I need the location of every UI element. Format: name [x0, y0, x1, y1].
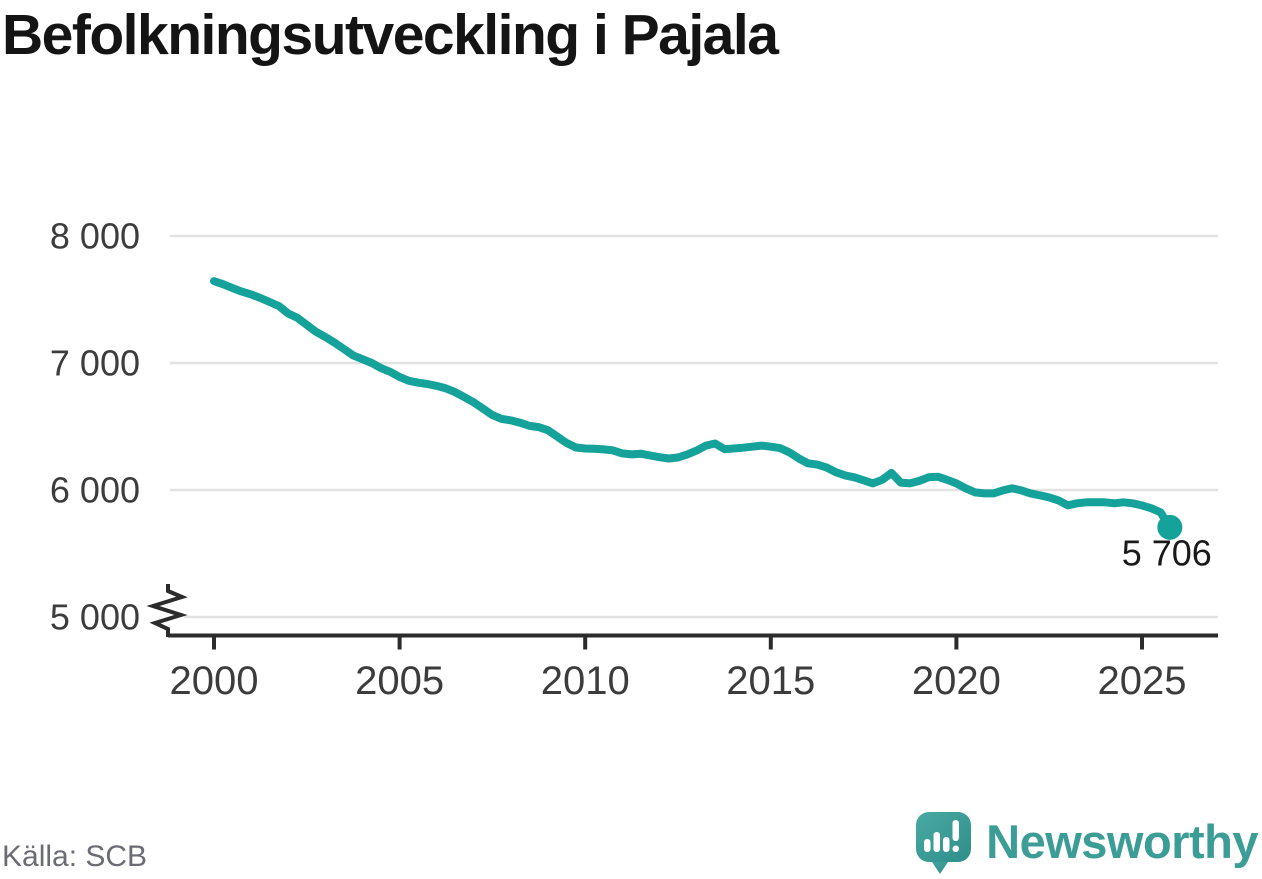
bar-1: [924, 839, 931, 852]
y-axis-label-8000: 8 000: [50, 216, 140, 257]
exclamation-bar: [952, 820, 960, 841]
latest-value-dot: [1157, 514, 1183, 540]
x-axis-label-2015: 2015: [726, 659, 815, 703]
bar-2: [933, 832, 941, 852]
x-axis-label-2025: 2025: [1098, 659, 1187, 703]
newsworthy-logo: Newsworthy: [916, 812, 1258, 876]
x-axis-label-2010: 2010: [541, 659, 630, 703]
population-line: [210, 277, 1174, 532]
newsworthy-chart-bubble-icon: [916, 812, 972, 874]
bubble-body: [916, 812, 972, 862]
exclamation-dot: [952, 845, 960, 852]
latest-value-label: 5 706: [1122, 532, 1212, 573]
bar-3: [943, 837, 950, 852]
x-axis-label-2005: 2005: [355, 659, 444, 703]
y-axis-break-icon: [146, 584, 188, 637]
y-axis-label-6000: 6 000: [50, 470, 140, 511]
y-axis-label-7000: 7 000: [50, 343, 140, 384]
y-axis-label-5000: 5 000: [50, 597, 140, 638]
newsworthy-wordmark: Newsworthy: [986, 815, 1258, 868]
x-axis-label-2000: 2000: [170, 659, 259, 703]
source-note: Källa: SCB: [2, 840, 148, 873]
x-axis-label-2020: 2020: [912, 659, 1001, 703]
page-title: Befolkningsutveckling i Pajala: [2, 3, 779, 67]
